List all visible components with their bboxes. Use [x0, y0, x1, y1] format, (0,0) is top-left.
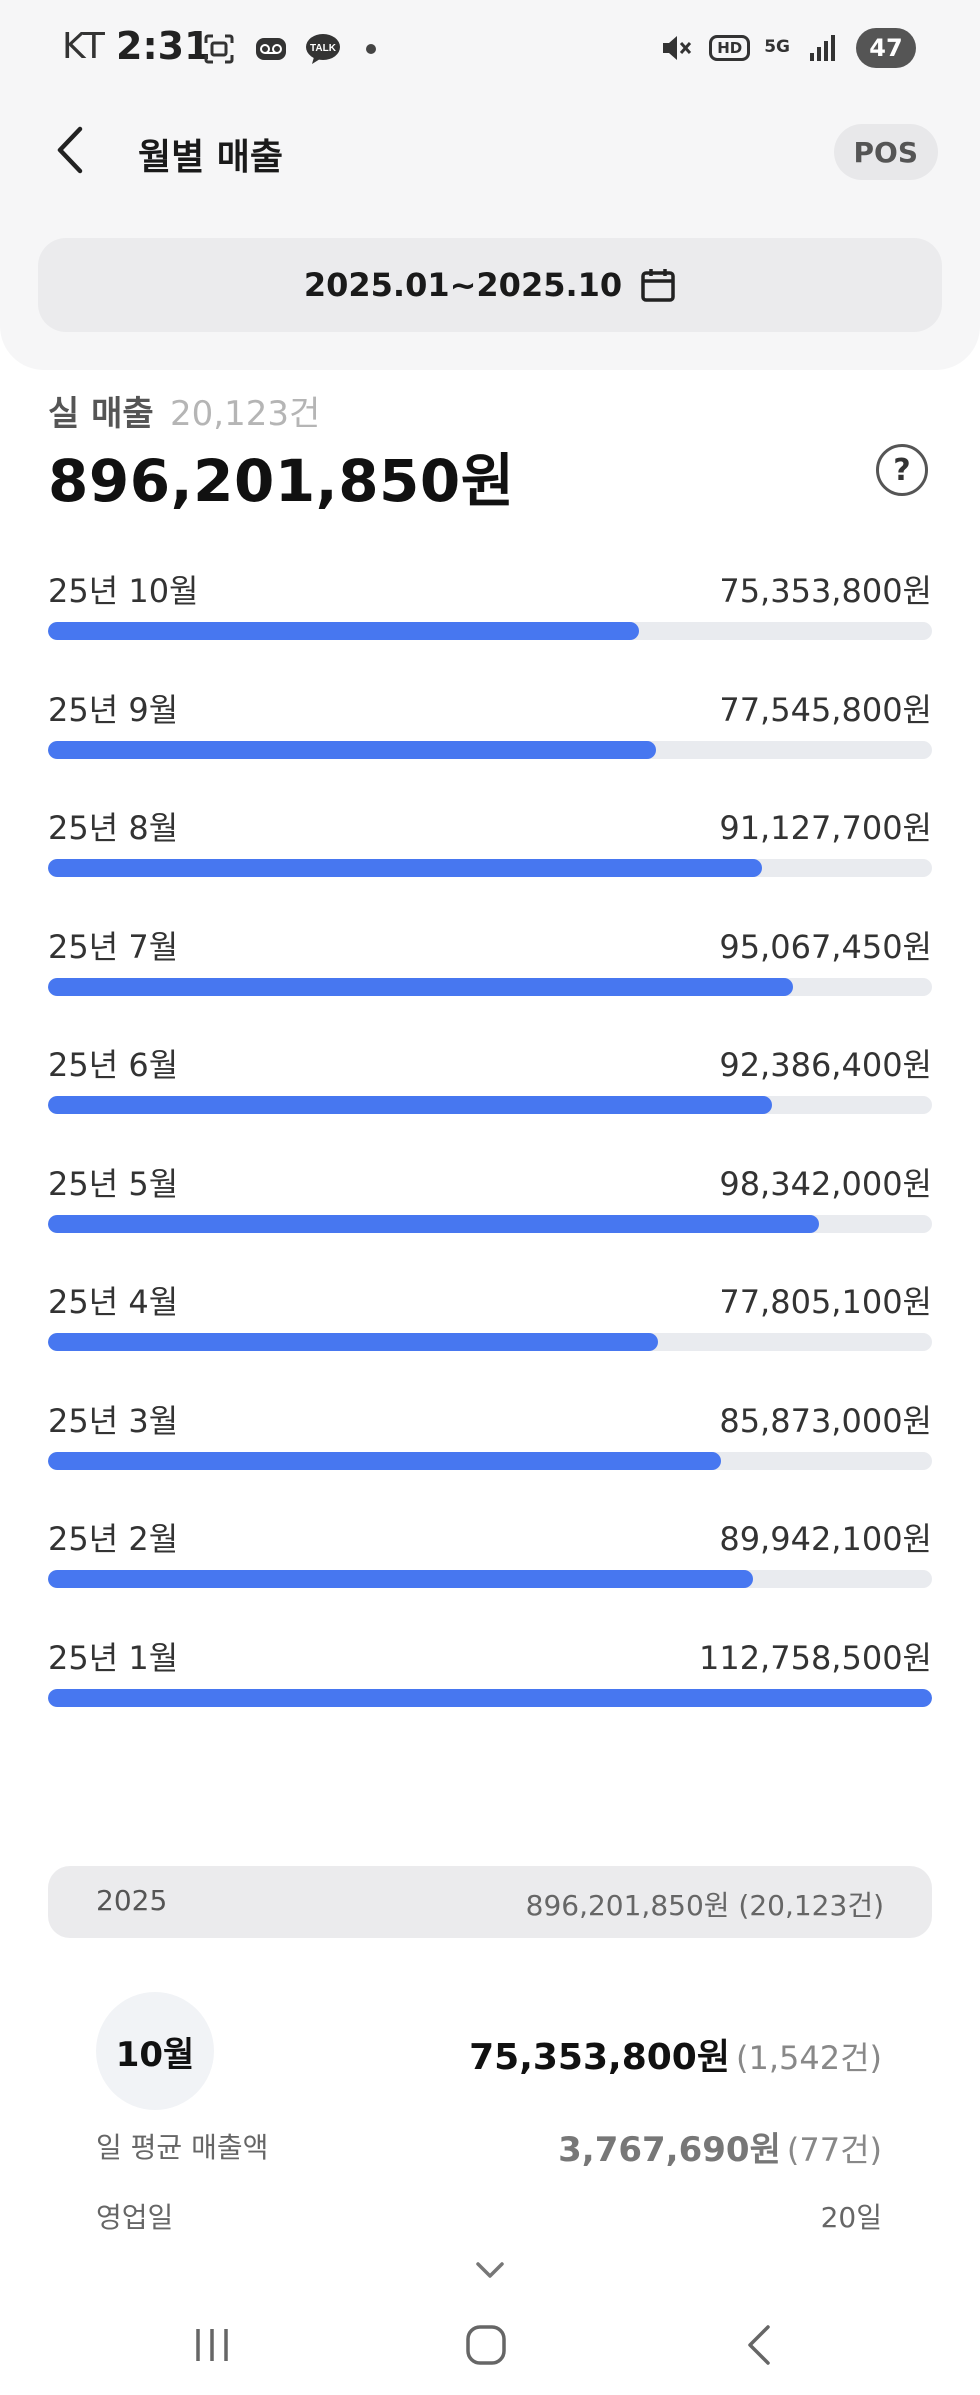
system-back-button[interactable] — [720, 2310, 800, 2380]
bar-track — [48, 740, 932, 759]
month-value: 85,873,000원 — [719, 1401, 932, 1440]
recent-apps-icon — [196, 2329, 228, 2361]
bar-fill — [48, 622, 639, 640]
month-label: 25년 1월 — [48, 1638, 179, 1677]
page-title: 월별 매출 — [138, 137, 284, 178]
business-days-value: 20일 — [820, 2201, 882, 2234]
month-row[interactable]: 25년 2월 89,942,100원 — [48, 1514, 932, 1633]
month-value: 77,545,800원 — [719, 690, 932, 729]
back-button[interactable] — [40, 120, 100, 180]
daily-average-count: (77건) — [786, 2131, 882, 2169]
month-row[interactable]: 25년 1월 112,758,500원 — [48, 1633, 932, 1752]
net-sales-label: 실 매출 — [48, 394, 154, 434]
month-value: 92,386,400원 — [719, 1046, 932, 1084]
month-row[interactable]: 25년 7월 95,067,450원 — [48, 922, 932, 1041]
signal-icon — [804, 29, 842, 67]
bar-track — [48, 1688, 932, 1707]
month-label: 25년 5월 — [48, 1164, 179, 1203]
month-row[interactable]: 25년 4월 77,805,100원 — [48, 1277, 932, 1396]
year-label: 2025 — [96, 1884, 168, 1917]
month-label: 25년 3월 — [48, 1401, 179, 1440]
bar-track — [48, 977, 932, 996]
clock: 2:31 — [116, 24, 211, 68]
month-row[interactable]: 25년 5월 98,342,000원 — [48, 1159, 932, 1278]
month-label: 25년 8월 — [48, 809, 179, 847]
recent-apps-button[interactable] — [172, 2310, 252, 2380]
bar-track — [48, 859, 932, 877]
bar-track — [48, 1570, 932, 1588]
talk-icon: TALK — [304, 30, 342, 68]
month-value: 98,342,000원 — [719, 1164, 932, 1203]
year-total: 896,201,850원 (20,123건) — [525, 1889, 884, 1922]
daily-average-label: 일 평균 매출액 — [96, 2131, 269, 2164]
month-row[interactable]: 25년 9월 77,545,800원 — [48, 685, 932, 804]
month-label: 25년 7월 — [48, 927, 179, 966]
month-row[interactable]: 25년 8월 91,127,700원 — [48, 803, 932, 922]
month-label: 25년 6월 — [48, 1046, 179, 1084]
net-sales-count: 20,123건 — [170, 394, 321, 434]
bar-fill — [48, 1451, 722, 1470]
bar-track — [48, 1214, 932, 1233]
month-label: 25년 9월 — [48, 690, 179, 729]
daily-average-value: 3,767,690원 — [558, 2130, 781, 2170]
network-5g-icon: 5G — [764, 37, 790, 58]
business-days-label: 영업일 — [96, 2201, 174, 2234]
month-value: 89,942,100원 — [719, 1520, 932, 1558]
month-label: 25년 4월 — [48, 1283, 179, 1321]
month-value: 77,805,100원 — [719, 1283, 932, 1321]
voicemail-icon — [252, 30, 290, 68]
bar-fill — [48, 859, 763, 877]
month-count: (1,542건) — [735, 2039, 882, 2077]
date-range-selector[interactable]: 2025.01~2025.10 — [38, 238, 942, 332]
month-value: 75,353,800원 — [719, 572, 932, 610]
bar-track — [48, 1333, 932, 1351]
bar-track — [48, 1451, 932, 1470]
year-summary[interactable]: 2025 896,201,850원 (20,123건) — [48, 1866, 932, 1938]
month-value: 91,127,700원 — [719, 809, 932, 847]
bar-track — [48, 1096, 932, 1114]
month-row[interactable]: 25년 6월 92,386,400원 — [48, 1040, 932, 1159]
status-bar: KT 2:31 TALK HD 5G 47 — [0, 0, 980, 100]
bar-fill — [48, 1570, 754, 1588]
selected-month-chip[interactable]: 10월 — [96, 1992, 214, 2110]
month-value: 95,067,450원 — [719, 927, 932, 966]
month-amount: 75,353,800원 (1,542건) — [469, 2028, 882, 2080]
carrier-label: KT — [62, 26, 105, 67]
mute-icon — [657, 29, 695, 67]
month-value: 112,758,500원 — [698, 1638, 932, 1677]
daily-average: 3,767,690원 (77건) — [558, 2122, 882, 2171]
chevron-down-icon[interactable] — [472, 2256, 508, 2284]
home-icon — [466, 2325, 506, 2365]
monthly-sales-list: 25년 10월 75,353,800원 25년 9월 77,545,800원 25년 8… — [48, 566, 932, 1751]
month-amount-value: 75,353,800원 — [469, 2037, 730, 2078]
date-range-text: 2025.01~2025.10 — [303, 266, 623, 304]
bar-fill — [48, 740, 656, 759]
calendar-icon — [641, 269, 675, 302]
bar-fill — [48, 1333, 658, 1351]
net-sales-total: 896,201,850원 — [48, 447, 515, 515]
app-header: 월별 매출 POS — [0, 110, 980, 190]
month-label: 25년 2월 — [48, 1520, 179, 1558]
help-button[interactable]: ? — [876, 444, 928, 496]
bar-fill — [48, 1688, 932, 1707]
screenshot-icon — [200, 30, 238, 68]
pos-button[interactable]: POS — [833, 124, 938, 180]
month-label: 25년 10월 — [48, 572, 199, 610]
back-arrow-icon — [748, 2325, 770, 2365]
notification-dot — [366, 44, 376, 54]
month-row[interactable]: 25년 3월 85,873,000원 — [48, 1396, 932, 1515]
chevron-left-icon — [57, 126, 83, 174]
battery-indicator: 47 — [856, 28, 916, 68]
home-button[interactable] — [446, 2310, 526, 2380]
system-nav-bar — [0, 2290, 980, 2395]
bar-fill — [48, 977, 794, 996]
hd-voice-icon: HD — [709, 35, 751, 61]
bar-fill — [48, 1096, 773, 1114]
bar-track — [48, 622, 932, 640]
bar-fill — [48, 1214, 819, 1233]
talk-icon-text: TALK — [310, 43, 337, 54]
month-row[interactable]: 25년 10월 75,353,800원 — [48, 566, 932, 685]
